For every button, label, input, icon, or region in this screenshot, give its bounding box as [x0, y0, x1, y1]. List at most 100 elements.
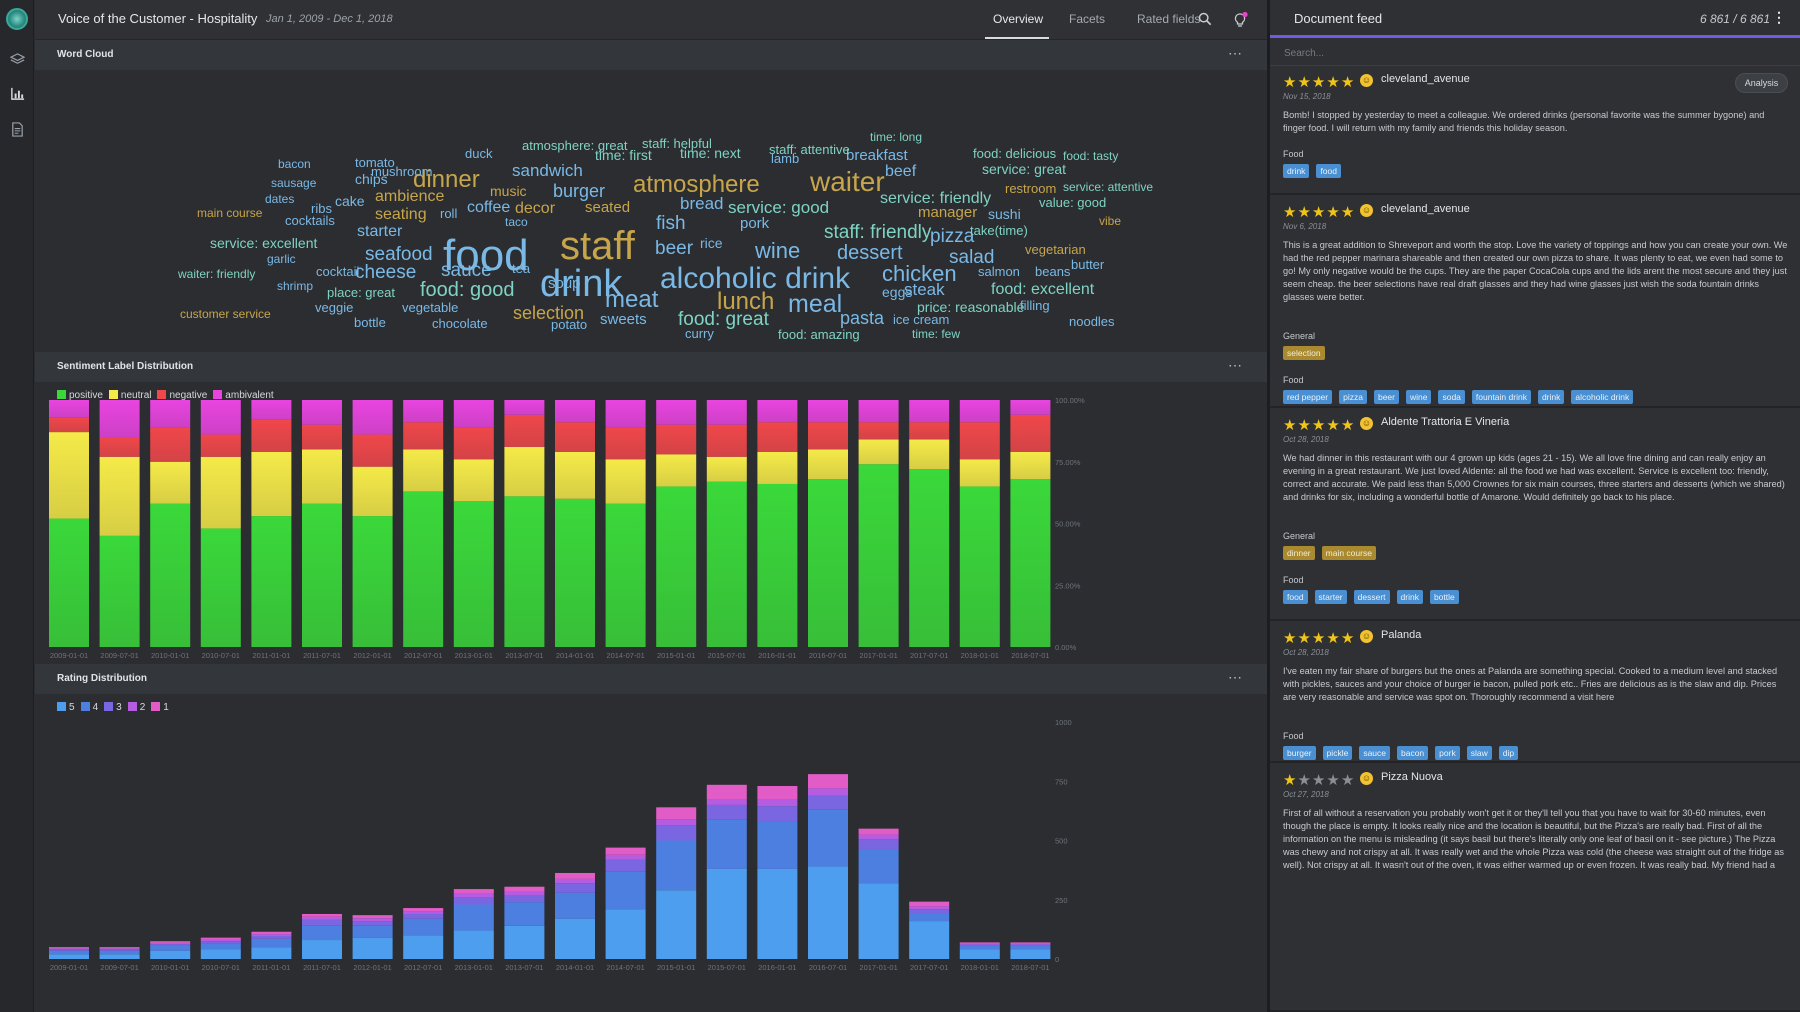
word-cloud-term[interactable]: cocktails [285, 213, 335, 228]
bar-segment-negative[interactable] [150, 427, 191, 462]
legend-item[interactable]: 5 [57, 702, 75, 713]
word-cloud-term[interactable]: chicken [882, 261, 957, 286]
bar-segment-1[interactable] [302, 913, 342, 917]
word-cloud-term[interactable]: bacon [278, 157, 311, 171]
bar-segment-2[interactable] [808, 788, 848, 796]
bar-segment-neutral[interactable] [150, 461, 191, 504]
facet-tag[interactable]: pork [1435, 746, 1460, 760]
word-cloud-term[interactable]: staff: helpful [642, 136, 712, 151]
word-cloud-term[interactable]: waiter [810, 166, 885, 197]
bar-segment-5[interactable] [352, 937, 393, 959]
bar-segment-1[interactable] [605, 847, 646, 855]
bar-segment-5[interactable] [99, 954, 140, 959]
panel-divider[interactable] [1267, 0, 1270, 1012]
bar-segment-5[interactable] [605, 909, 646, 959]
kebab-menu-icon[interactable]: ⋮ [1772, 9, 1786, 25]
word-cloud-term[interactable]: dessert [837, 242, 903, 264]
bar-segment-3[interactable] [959, 944, 1000, 946]
word-cloud-term[interactable]: customer service [180, 307, 271, 321]
feed-card[interactable]: ★★★★★ ☺ cleveland_avenue Nov 6, 2018 This is… [1270, 197, 1800, 408]
bar-segment-positive[interactable] [858, 464, 899, 647]
bar-segment-4[interactable] [757, 821, 798, 869]
bar-segment-ambivalent[interactable] [858, 400, 899, 423]
bar-segment-3[interactable] [49, 949, 89, 951]
facet-tag[interactable]: drink [1537, 390, 1565, 404]
bar-segment-3[interactable] [302, 919, 342, 926]
more-options-icon[interactable]: ⋯ [1228, 357, 1243, 373]
bar-segment-2[interactable] [453, 893, 494, 898]
word-cloud-term[interactable]: take(time) [970, 223, 1028, 238]
word-cloud-term[interactable]: service: attentive [1063, 180, 1154, 194]
bar-segment-5[interactable] [403, 935, 444, 959]
word-cloud-term[interactable]: bottle [354, 315, 386, 330]
bar-segment-negative[interactable] [808, 422, 848, 450]
bar-segment-neutral[interactable] [99, 456, 140, 536]
date-range[interactable]: Jan 1, 2009 - Dec 1, 2018 [266, 13, 393, 25]
bar-segment-3[interactable] [504, 895, 545, 903]
bar-segment-1[interactable] [858, 828, 899, 835]
bar-segment-1[interactable] [656, 807, 697, 820]
bar-segment-5[interactable] [808, 866, 848, 959]
analysis-button[interactable]: Analysis [1735, 73, 1788, 93]
bar-segment-ambivalent[interactable] [99, 400, 140, 438]
bar-segment-ambivalent[interactable] [656, 400, 697, 425]
word-cloud-term[interactable]: staff: friendly [824, 222, 932, 243]
legend-item[interactable]: 3 [104, 702, 122, 713]
tab-facets[interactable]: Facets [1069, 12, 1106, 26]
facet-tag[interactable]: soda [1438, 390, 1465, 404]
facet-tag[interactable]: red pepper [1283, 390, 1333, 404]
bar-segment-ambivalent[interactable] [352, 400, 393, 435]
legend-item[interactable]: positive [57, 390, 103, 401]
bar-segment-3[interactable] [605, 859, 646, 872]
bar-segment-neutral[interactable] [302, 449, 342, 504]
bar-segment-1[interactable] [1010, 942, 1051, 944]
bar-segment-1[interactable] [251, 931, 292, 935]
word-cloud-term[interactable]: food: great [678, 309, 769, 330]
bar-segment-2[interactable] [555, 878, 595, 884]
bar-segment-ambivalent[interactable] [808, 400, 848, 423]
word-cloud-term[interactable]: lunch [717, 288, 775, 315]
bar-segment-negative[interactable] [656, 424, 697, 455]
bar-segment-2[interactable] [49, 948, 89, 950]
word-cloud-term[interactable]: vegetable [402, 300, 459, 315]
bar-segment-1[interactable] [150, 941, 191, 943]
bar-segment-3[interactable] [1010, 944, 1051, 946]
word-cloud-term[interactable]: time: long [870, 130, 923, 144]
bar-segment-2[interactable] [605, 854, 646, 860]
feed-card[interactable]: ★★★★★ ☺ Pizza Nuova Oct 27, 2018 First of al… [1270, 765, 1800, 1012]
bar-segment-positive[interactable] [959, 486, 1000, 647]
bar-segment-1[interactable] [49, 947, 89, 949]
word-cloud-term[interactable]: butter [1071, 257, 1105, 272]
word-cloud-term[interactable]: main course [197, 206, 263, 220]
word-cloud-term[interactable]: vibe [1099, 214, 1122, 228]
bar-segment-positive[interactable] [808, 479, 848, 647]
word-cloud-term[interactable]: selection [513, 303, 585, 323]
word-cloud-term[interactable]: value: good [1039, 195, 1107, 210]
word-cloud-term[interactable]: decor [515, 200, 556, 217]
word-cloud-term[interactable]: bread [680, 194, 724, 213]
bar-segment-4[interactable] [1010, 945, 1051, 950]
bar-segment-ambivalent[interactable] [757, 400, 798, 423]
bar-segment-5[interactable] [555, 918, 595, 959]
word-cloud-term[interactable]: salad [949, 247, 995, 268]
word-cloud-term[interactable]: beef [885, 163, 917, 180]
bar-segment-positive[interactable] [49, 518, 89, 647]
word-cloud-term[interactable]: mushroom [371, 164, 433, 179]
word-cloud-term[interactable]: restroom [1005, 181, 1057, 196]
bar-segment-positive[interactable] [656, 486, 697, 647]
legend-item[interactable]: 1 [151, 702, 169, 713]
bar-segment-3[interactable] [453, 897, 494, 905]
word-cloud-term[interactable]: shrimp [277, 279, 314, 293]
word-cloud-term[interactable]: cheese [355, 262, 417, 283]
bar-segment-3[interactable] [808, 795, 848, 810]
word-cloud-term[interactable]: wine [755, 238, 801, 263]
bar-segment-1[interactable] [909, 901, 950, 907]
bar-segment-positive[interactable] [251, 516, 292, 647]
bar-segment-neutral[interactable] [706, 456, 747, 482]
bar-segment-negative[interactable] [200, 434, 241, 457]
bar-segment-3[interactable] [858, 839, 899, 850]
bar-segment-positive[interactable] [555, 498, 595, 647]
word-cloud-term[interactable]: cake [335, 193, 365, 209]
legend-item[interactable]: 2 [127, 702, 145, 713]
bar-segment-negative[interactable] [605, 427, 646, 460]
